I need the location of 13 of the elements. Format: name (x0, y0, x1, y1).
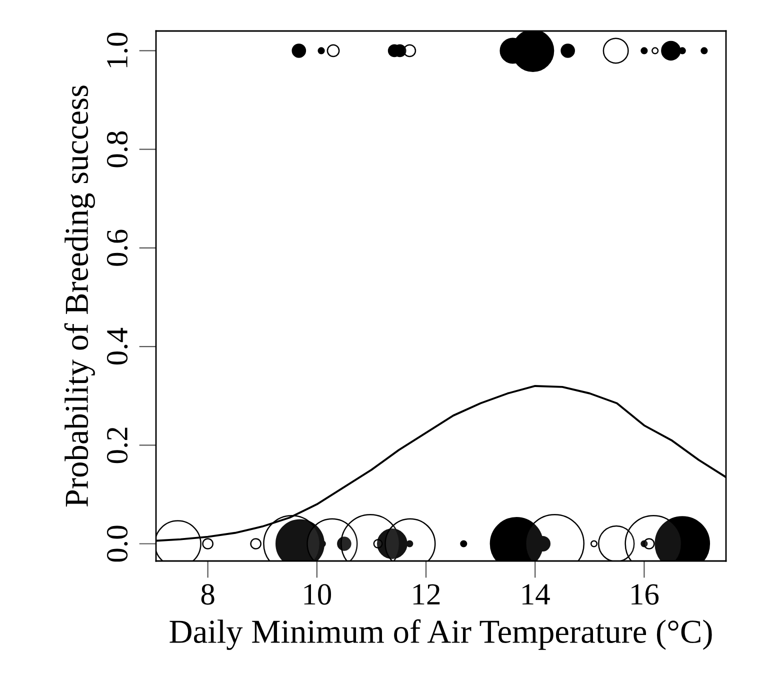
y-tick-label: 0.2 (106, 428, 128, 464)
x-axis-title: Daily Minimum of Air Temperature (°C) (170, 619, 712, 650)
y-tick-label: 0.4 (106, 328, 128, 364)
x-tick-label: 14 (522, 584, 550, 604)
x-tick-label: 12 (413, 584, 440, 604)
y-tick-label: 1.0 (106, 32, 128, 68)
x-tick-label: 16 (632, 584, 659, 605)
y-tick-label: 0.0 (106, 526, 128, 562)
y-tick-label: 0.8 (106, 131, 128, 168)
y-axis-title: Probability of Breeding success (64, 86, 95, 507)
x-tick-label: 8 (201, 584, 214, 605)
y-tick-label: 0.6 (106, 230, 128, 266)
x-tick-label: 10 (304, 584, 332, 605)
